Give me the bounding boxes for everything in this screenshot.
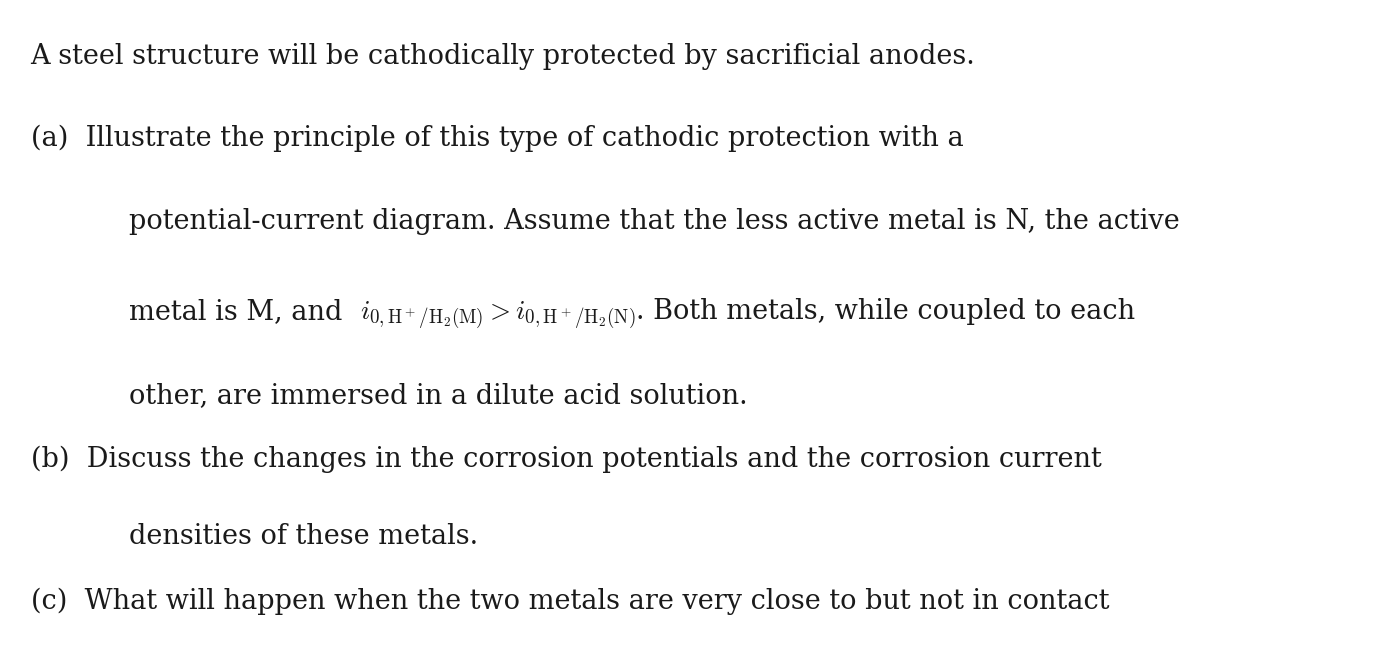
Text: A steel structure will be cathodically protected by sacrificial anodes.: A steel structure will be cathodically p… — [31, 43, 976, 70]
Text: $i_{0,\mathrm{H^+/H_2(M)}} > i_{0,\mathrm{H^+/H_2(N)}}$: $i_{0,\mathrm{H^+/H_2(M)}} > i_{0,\mathr… — [361, 299, 636, 331]
Text: other, are immersed in a dilute acid solution.: other, are immersed in a dilute acid sol… — [129, 382, 748, 409]
Text: . Both metals, while coupled to each: . Both metals, while coupled to each — [636, 298, 1134, 325]
Text: (c)  What will happen when the two metals are very close to but not in contact: (c) What will happen when the two metals… — [31, 588, 1109, 615]
Text: (a)  Illustrate the principle of this type of cathodic protection with a: (a) Illustrate the principle of this typ… — [31, 125, 963, 152]
Text: (b)  Discuss the changes in the corrosion potentials and the corrosion current: (b) Discuss the changes in the corrosion… — [31, 445, 1101, 473]
Text: metal is M, and: metal is M, and — [129, 298, 361, 325]
Text: potential-current diagram. Assume that the less active metal is N, the active: potential-current diagram. Assume that t… — [129, 208, 1180, 235]
Text: densities of these metals.: densities of these metals. — [129, 523, 479, 550]
